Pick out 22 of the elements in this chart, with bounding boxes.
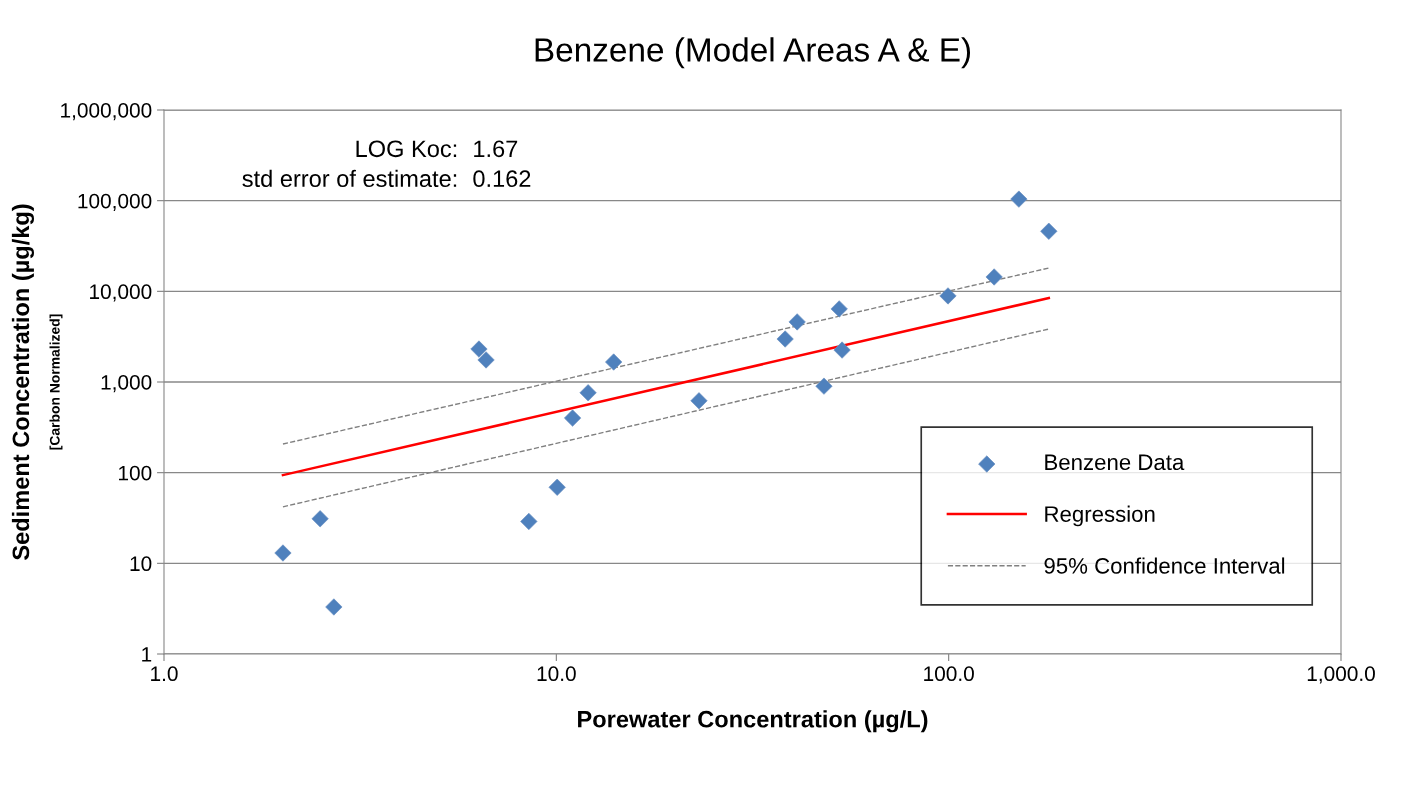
y-tick-label: 100,000 <box>78 193 152 211</box>
chart-title: Benzene (Model Areas A & E) <box>535 37 971 69</box>
y-tick-label: 1,000 <box>101 375 152 393</box>
legend-label: Benzene Data <box>1045 454 1185 471</box>
x-axis-title: Porewater Concentration (µg/L) <box>578 710 928 733</box>
y-axis-title: Sediment Concentration (µg/kg) <box>11 204 34 560</box>
y-tick-label: 10,000 <box>90 284 152 302</box>
legend-label: Regression <box>1045 505 1155 527</box>
x-tick-label: 100.0 <box>924 666 974 682</box>
x-tick-label: 1.0 <box>151 666 178 682</box>
y-tick-label: 100 <box>119 465 152 481</box>
y-tick-label: 1 <box>142 647 152 662</box>
x-tick-label: 10.0 <box>537 666 576 682</box>
x-tick-label: 1,000.0 <box>1307 666 1375 684</box>
legend-label: 95% Confidence Interval <box>1044 557 1285 574</box>
annotation: LOG Koc: <box>356 140 457 158</box>
annotation: std error of estimate: <box>242 169 457 188</box>
y-tick-label: 10 <box>130 556 152 572</box>
annotation: 1.67 <box>474 140 518 158</box>
y-tick-label: 1,000,000 <box>61 103 152 121</box>
text: [Carbon Normalized] <box>49 314 63 450</box>
annotation: 0.162 <box>473 170 531 188</box>
